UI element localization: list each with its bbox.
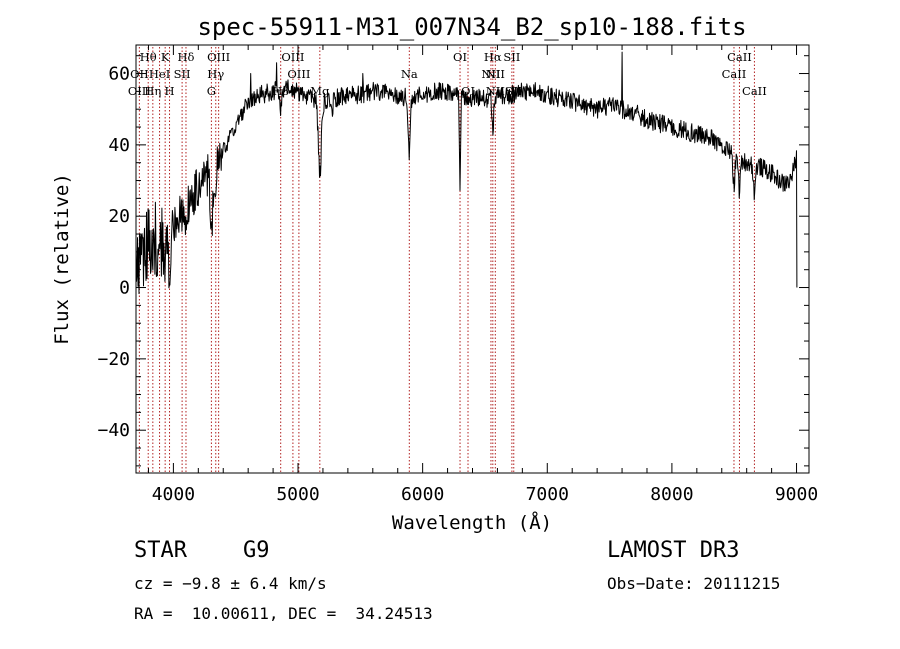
line-marker-label: NII: [486, 84, 505, 98]
coordinates-readout: RA = 10.00611, DEC = 34.24513: [134, 604, 433, 623]
line-marker-label: SII: [174, 67, 191, 81]
x-tick-label: 7000: [526, 484, 569, 505]
x-tick-label: 9000: [775, 484, 818, 505]
line-marker-label: SII: [503, 50, 520, 64]
survey-name: LAMOST DR3: [607, 538, 740, 563]
line-marker-label: Hγ: [207, 67, 224, 81]
y-axis-label: Flux (relative): [51, 173, 73, 345]
line-marker-label: Na: [401, 67, 418, 81]
line-marker-label: H: [165, 84, 175, 98]
axis-ticks: [136, 45, 809, 473]
x-tick-label: 6000: [401, 484, 444, 505]
y-tick-label: −40: [97, 420, 130, 441]
chart-title: spec-55911-M31_007N34_B2_sp10-188.fits: [197, 13, 746, 41]
x-axis-label: Wavelength (Å): [392, 511, 552, 534]
line-marker-label: OIII: [287, 67, 310, 81]
y-tick-label: 60: [108, 64, 130, 85]
line-marker-label: Mg: [310, 84, 330, 98]
line-marker-label: Hα: [484, 50, 502, 64]
x-tick-label: 8000: [650, 484, 693, 505]
y-tick-label: 0: [119, 278, 130, 299]
line-marker-label: HeI: [149, 67, 170, 81]
line-marker-label: OIII: [128, 84, 151, 98]
line-marker-label: Hη: [144, 84, 161, 98]
line-marker-label: CaII: [722, 67, 747, 81]
line-marker-label: OI: [461, 84, 475, 98]
line-marker-label: K: [161, 50, 170, 64]
spectrum-line: [135, 51, 798, 295]
x-tick-label: 5000: [276, 484, 319, 505]
obs-date: Obs−Date: 20111215: [607, 574, 781, 593]
y-tick-label: 40: [108, 135, 130, 156]
line-marker-label: Hθ: [140, 50, 157, 64]
line-marker-lines: [138, 47, 755, 473]
y-tick-label: −20: [97, 349, 130, 370]
object-type: STAR: [134, 538, 187, 563]
x-tick-label: 4000: [152, 484, 195, 505]
line-marker-label: OIII: [281, 50, 304, 64]
plot-frame: [135, 44, 810, 474]
line-marker-label: SII: [505, 84, 522, 98]
line-marker-label: CaII: [727, 50, 752, 64]
line-marker-label: CaII: [742, 84, 767, 98]
subclass: G9: [243, 538, 270, 563]
line-marker-label: NII: [486, 67, 505, 81]
line-marker-label: Hβ: [272, 84, 289, 98]
line-marker-label: OIII: [207, 50, 230, 64]
line-marker-label: OII: [130, 67, 149, 81]
axis-tick-labels: 4000 5000 6000 7000 8000 9000 −40 −20 0 20 40 60: [97, 64, 818, 505]
redshift-readout: cz = −9.8 ± 6.4 km/s: [134, 574, 327, 593]
line-marker-label: OI: [453, 50, 467, 64]
y-tick-label: 20: [108, 206, 130, 227]
line-marker-label: G: [207, 84, 216, 98]
line-marker-label: NII: [481, 67, 500, 81]
line-marker-label: Hδ: [177, 50, 194, 64]
